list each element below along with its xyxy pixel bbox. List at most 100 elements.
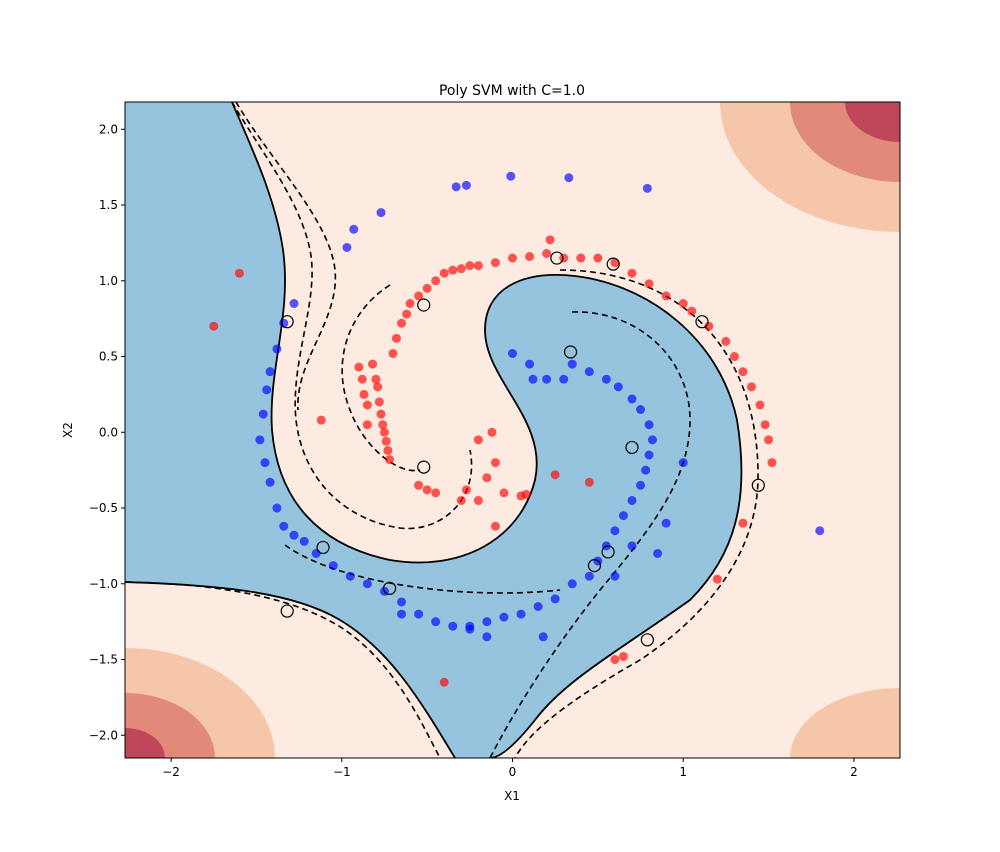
x-axis-ticks: −2 −1 0 1 2 <box>162 758 858 779</box>
red-point <box>373 382 383 392</box>
red-point <box>550 470 560 480</box>
red-point <box>473 435 483 445</box>
red-point <box>678 298 688 308</box>
red-point <box>422 485 432 495</box>
support-vector-marker <box>550 251 564 265</box>
blue-point <box>260 458 270 468</box>
margin-line <box>514 269 759 758</box>
y-tick-label: 1.0 <box>99 274 118 288</box>
blue-point <box>516 609 526 619</box>
blue-point <box>431 617 441 627</box>
red-point <box>448 265 458 275</box>
red-point <box>760 420 770 430</box>
x-tick-label: 2 <box>850 765 858 779</box>
red-point <box>388 348 398 358</box>
blue-point <box>564 173 574 183</box>
red-point <box>729 352 739 362</box>
y-tick-label: −2.0 <box>89 728 118 742</box>
red-point <box>456 495 466 505</box>
blue-point <box>482 617 492 627</box>
negative-region <box>125 102 742 758</box>
red-point <box>461 485 471 495</box>
y-tick-label: −1.5 <box>89 653 118 667</box>
margin-line <box>489 311 691 758</box>
red-point <box>465 261 475 271</box>
blue-point <box>506 171 516 181</box>
margin-line <box>341 284 421 472</box>
blue-point <box>448 621 458 631</box>
blue-point <box>610 526 620 536</box>
x-tick-label: −2 <box>162 765 180 779</box>
blue-point <box>349 224 359 234</box>
red-point <box>368 359 378 369</box>
red-point <box>456 264 466 274</box>
red-point <box>379 427 389 437</box>
red-point <box>764 435 774 445</box>
y-tick-label: 1.5 <box>99 198 118 212</box>
blue-point <box>528 374 538 384</box>
blue-point <box>272 503 282 513</box>
red-point <box>721 336 731 346</box>
support-vector-marker <box>316 540 330 555</box>
red-point <box>610 655 620 665</box>
chart-title: Poly SVM with C=1.0 <box>439 83 585 99</box>
red-point <box>378 420 388 430</box>
blue-point <box>265 367 275 377</box>
blue-point <box>499 612 509 622</box>
red-point <box>584 477 594 487</box>
red-point <box>746 382 756 392</box>
blue-point <box>538 632 548 642</box>
red-point <box>422 283 432 293</box>
contour-band-top-right-core <box>845 102 900 142</box>
blue-point <box>362 579 372 589</box>
red-point <box>362 400 372 410</box>
red-point <box>755 400 765 410</box>
blue-point <box>610 571 620 581</box>
support-vector-marker <box>587 558 602 573</box>
decision-boundary <box>231 102 743 758</box>
red-point <box>704 321 714 331</box>
blue-point <box>559 374 569 384</box>
blue-point <box>289 298 299 308</box>
red-point <box>490 521 500 531</box>
blue-point <box>414 609 424 619</box>
red-point <box>508 253 517 263</box>
red-point <box>545 235 555 245</box>
red-point <box>487 427 497 437</box>
support-vector-marker <box>751 478 765 492</box>
red-point <box>439 268 449 278</box>
red-point <box>397 318 407 328</box>
blue-point <box>550 594 560 604</box>
x-tick-label: −1 <box>333 765 351 779</box>
data-points <box>209 171 825 687</box>
blue-point <box>644 450 654 460</box>
blue-point <box>345 571 355 581</box>
support-vector-marker <box>601 545 615 559</box>
red-point <box>376 409 386 419</box>
red-point <box>610 258 620 268</box>
x-axis-label: X1 <box>504 789 520 803</box>
margin-lines <box>125 102 759 758</box>
blue-point <box>613 382 623 392</box>
blue-point <box>661 518 671 528</box>
blue-point <box>272 344 282 354</box>
support-vector-marker <box>695 315 709 329</box>
red-point <box>439 677 449 687</box>
support-vector-marker <box>606 257 620 271</box>
y-axis-ticks: −2.0 −1.5 −1.0 −0.5 0.0 0.5 1.0 1.5 2.0 <box>89 122 125 742</box>
red-point <box>391 333 401 343</box>
blue-point <box>342 242 352 252</box>
red-point <box>381 436 391 446</box>
red-point <box>767 458 777 468</box>
red-point <box>490 258 500 268</box>
y-tick-label: −1.0 <box>89 577 118 591</box>
support-vector-marker <box>382 581 397 595</box>
blue-point <box>299 536 309 546</box>
red-point <box>482 473 492 483</box>
y-tick-label: 0.0 <box>99 425 118 439</box>
y-tick-label: 0.5 <box>99 350 118 364</box>
blue-point <box>627 495 637 505</box>
red-point <box>525 252 535 262</box>
blue-point <box>279 521 289 531</box>
